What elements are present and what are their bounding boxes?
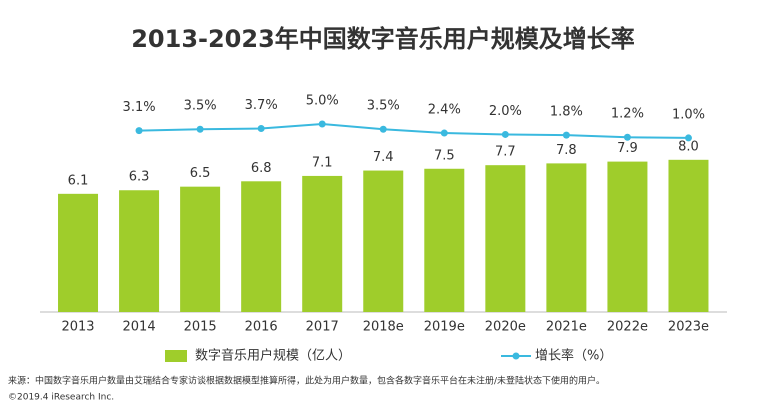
line-value-label: 3.5% xyxy=(367,99,400,114)
bar-value-label: 7.1 xyxy=(312,155,333,170)
bar-value-label: 7.4 xyxy=(373,150,394,165)
bar xyxy=(546,163,587,312)
x-tick-label: 2017 xyxy=(306,320,339,335)
bar xyxy=(241,181,282,312)
line-value-label: 1.8% xyxy=(550,105,583,120)
x-tick-label: 2018e xyxy=(363,320,404,335)
bar xyxy=(607,161,648,312)
line-point xyxy=(135,127,143,135)
copyright: ©2019.4 iResearch Inc. xyxy=(8,393,114,403)
bar-value-label: 6.8 xyxy=(251,161,272,176)
line-point xyxy=(318,120,326,128)
bar xyxy=(119,190,160,312)
bar-value-label: 8.0 xyxy=(678,139,699,154)
source-note: 来源：中国数字音乐用户数量由艾瑞结合专家访谈根据数据模型推算所得，此处为用户数量… xyxy=(8,375,605,387)
line-point xyxy=(501,130,509,138)
line-point xyxy=(379,125,387,133)
bar xyxy=(58,193,99,312)
x-tick-label: 2020e xyxy=(485,320,526,335)
x-tick-label: 2023e xyxy=(668,320,709,335)
line-value-label: 1.0% xyxy=(672,107,705,122)
legend-swatch-point xyxy=(512,352,520,360)
bar-value-label: 7.8 xyxy=(556,143,577,158)
bar xyxy=(302,175,343,312)
bar-value-label: 7.7 xyxy=(495,145,516,160)
line-value-label: 3.7% xyxy=(245,98,278,113)
x-tick-label: 2015 xyxy=(184,320,217,335)
legend-label: 增长率（%） xyxy=(535,348,612,364)
line xyxy=(139,122,689,139)
line-point xyxy=(562,131,570,139)
line-value-label: 3.1% xyxy=(123,100,156,115)
line-value-label: 2.4% xyxy=(428,103,461,118)
bar xyxy=(485,165,526,312)
bar-value-label: 6.3 xyxy=(129,170,150,185)
bar-value-label: 7.9 xyxy=(617,141,638,156)
bar-value-label: 6.1 xyxy=(68,173,89,188)
bar xyxy=(424,168,465,312)
line-value-label: 3.5% xyxy=(184,99,217,114)
legend-swatch xyxy=(165,350,187,362)
x-tick-label: 2021e xyxy=(546,320,587,335)
bar xyxy=(180,186,221,312)
bar-value-label: 6.5 xyxy=(190,166,211,181)
bar-value-label: 7.5 xyxy=(434,148,455,163)
chart-title: 2013-2023年中国数字音乐用户规模及增长率 xyxy=(131,25,635,53)
bar xyxy=(668,159,709,312)
line-value-label: 1.2% xyxy=(611,107,644,122)
x-tick-label: 2019e xyxy=(424,320,465,335)
x-tick-label: 2013 xyxy=(61,320,94,335)
line-point xyxy=(684,134,692,142)
legend-label: 数字音乐用户规模（亿人） xyxy=(195,348,351,364)
line-point xyxy=(257,125,265,133)
line-point xyxy=(196,125,204,133)
x-tick-label: 2014 xyxy=(123,320,156,335)
x-tick-label: 2022e xyxy=(607,320,648,335)
bar xyxy=(363,170,404,312)
line-point xyxy=(440,129,448,137)
line-point xyxy=(623,133,631,141)
line-value-label: 5.0% xyxy=(306,94,339,109)
line-value-label: 2.0% xyxy=(489,104,522,119)
x-tick-label: 2016 xyxy=(245,320,278,335)
